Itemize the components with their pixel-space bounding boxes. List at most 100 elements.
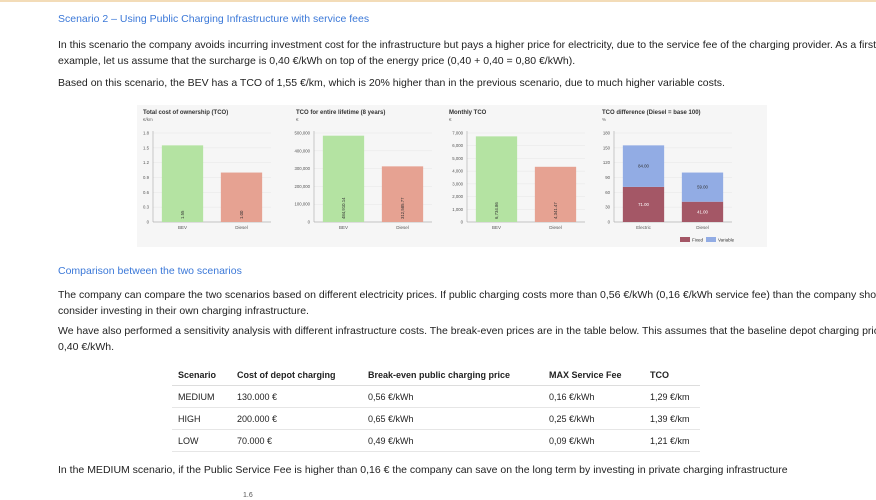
chart-monthly-tco: Monthly TCO € 0 1,000 2,000 3,000 4,000 5,000… [445,105,600,247]
x-tick-label: BEV [492,225,501,230]
y-tick-label: 4,000 [452,169,463,174]
x-tick-label: Diesel [235,225,248,230]
legend-label: Fixed [692,238,704,243]
y-tick-label: 60 [605,190,610,195]
break-even-table: Scenario Cost of depot charging Break-ev… [172,364,700,452]
y-tick-label: 100,000 [294,202,310,207]
data-label: 84.00 [638,164,649,169]
table-cell: 0,49 €/kWh [362,429,543,452]
paragraph-line: The company can compare the two scenario… [58,289,876,301]
chart-unit: % [602,117,607,122]
x-tick-label: Diesel [396,225,409,230]
chart-unit: € [296,117,299,122]
chart-title: TCO for entire lifetime (8 years) [296,110,386,116]
table-cell: LOW [172,429,231,452]
x-tick-label: Diesel [696,225,709,230]
data-label: 4,341.47 [553,202,558,219]
bar [534,166,577,222]
x-tick-label: BEV [178,225,187,230]
y-tick-label: 0.3 [143,205,150,210]
paragraph: Based on this scenario, the BEV has a TC… [58,77,725,89]
y-tick-label: 6,000 [452,143,463,148]
y-tick-label: 1.2 [143,160,150,165]
y-tick-label: 300,000 [294,166,310,171]
chart-title: TCO difference (Diesel = base 100) [602,110,701,116]
y-tick-label: 3,000 [452,181,463,186]
bar [220,172,263,222]
charts-panel: Total cost of ownership (TCO) €/km 0 0.3 0… [137,105,767,247]
table-cell: 130.000 € [231,385,362,408]
y-tick-label: 30 [605,205,610,210]
paragraph-line: 0,40 €/kWh. [58,341,115,353]
paragraph: In the MEDIUM scenario, if the Public Se… [58,464,788,476]
bar-fixed [622,186,665,222]
bar [475,136,518,222]
table-cell: 1,21 €/km [644,429,700,452]
y-tick-label: 5,000 [452,156,463,161]
y-tick-label: 180 [603,131,611,136]
x-tick-label: Diesel [549,225,562,230]
x-tick-label: BEV [339,225,348,230]
bar [161,145,204,222]
column-header: Cost of depot charging [231,364,362,386]
bar [322,135,365,222]
chart-lifetime-tco: TCO for entire lifetime (8 years) € 0 100… [292,105,447,247]
y-tick-label: 150 [603,145,611,150]
data-label: 1.00 [239,210,244,219]
table-cell: 0,56 €/kWh [362,385,543,408]
data-label: 41.00 [697,209,708,214]
legend-swatch [680,237,690,242]
legend-swatch [706,237,716,242]
partial-axis-label: 1.6 [243,492,253,499]
table-row: LOW 70.000 €0,49 €/kWh 0,09 €/kWh 1,21 €/km [172,429,700,452]
paragraph-line: In this scenario the company avoids incu… [58,39,876,51]
chart-svg: 0 30 60 90 120 150 180 71.00 84.00 Electric 41.00 5… [603,131,735,243]
table-cell: 0,65 €/kWh [362,407,543,430]
top-border [0,0,876,2]
table-cell: 0,09 €/kWh [543,429,644,452]
chart-svg: 0 100,000 200,000 300,000 400,000 500,000 484,… [294,131,432,230]
bar [381,166,424,222]
chart-tco-difference: TCO difference (Diesel = base 100) % 0 30… [598,105,767,247]
bar-variable [622,145,665,187]
chart-title: Total cost of ownership (TCO) [143,110,229,116]
chart-unit: € [449,117,452,122]
comparison-title: Comparison between the two scenarios [58,265,242,277]
table-row: HIGH 200.000 €0,65 €/kWh 0,25 €/kWh 1,39 €/… [172,407,700,430]
y-tick-label: 0.6 [143,190,150,195]
paragraph-line: We have also performed a sensitivity ana… [58,325,876,337]
table-cell: 70.000 € [231,429,362,452]
table-cell: 1,29 €/km [644,385,700,408]
data-label: 312,585.77 [400,197,405,219]
y-tick-label: 0 [608,220,611,225]
column-header: TCO [644,364,700,386]
data-label: 1.55 [180,210,185,219]
table-row: MEDIUM 130.000 €0,56 €/kWh 0,16 €/kWh 1,29 … [172,385,700,408]
table-header-row: Scenario Cost of depot charging Break-ev… [172,364,700,386]
chart-title: Monthly TCO [449,110,487,116]
y-tick-label: 120 [603,160,611,165]
table-cell: 0,16 €/kWh [543,385,644,408]
y-tick-label: 1,000 [452,207,463,212]
chart-svg: 0 1,000 2,000 3,000 4,000 5,000 6,000 7,000 6,73… [452,131,585,230]
column-header: Scenario [172,364,231,386]
chart-tco: Total cost of ownership (TCO) €/km 0 0.3 0… [139,105,294,247]
data-label: 484,910.14 [341,197,346,219]
y-tick-label: 1.8 [143,131,150,136]
y-tick-label: 400,000 [294,148,310,153]
y-tick-label: 90 [605,175,610,180]
table-cell: MEDIUM [172,385,231,408]
y-tick-label: 0 [147,220,150,225]
bar-variable [681,172,724,202]
y-tick-label: 200,000 [294,184,310,189]
data-label: 71.00 [638,202,649,207]
y-tick-label: 0 [461,220,464,225]
y-tick-label: 500,000 [294,131,310,136]
chart-unit: €/km [143,117,153,122]
paragraph-line: example, let us assume that the surcharg… [58,55,576,67]
data-label: 59.00 [697,185,708,190]
table-cell: 0,25 €/kWh [543,407,644,430]
table-cell: 200.000 € [231,407,362,430]
chart-svg: 0 0.3 0.6 0.9 1.2 1.5 1.8 1.55 BEV 1.00 Diesel [143,131,271,230]
y-tick-label: 0 [308,220,311,225]
